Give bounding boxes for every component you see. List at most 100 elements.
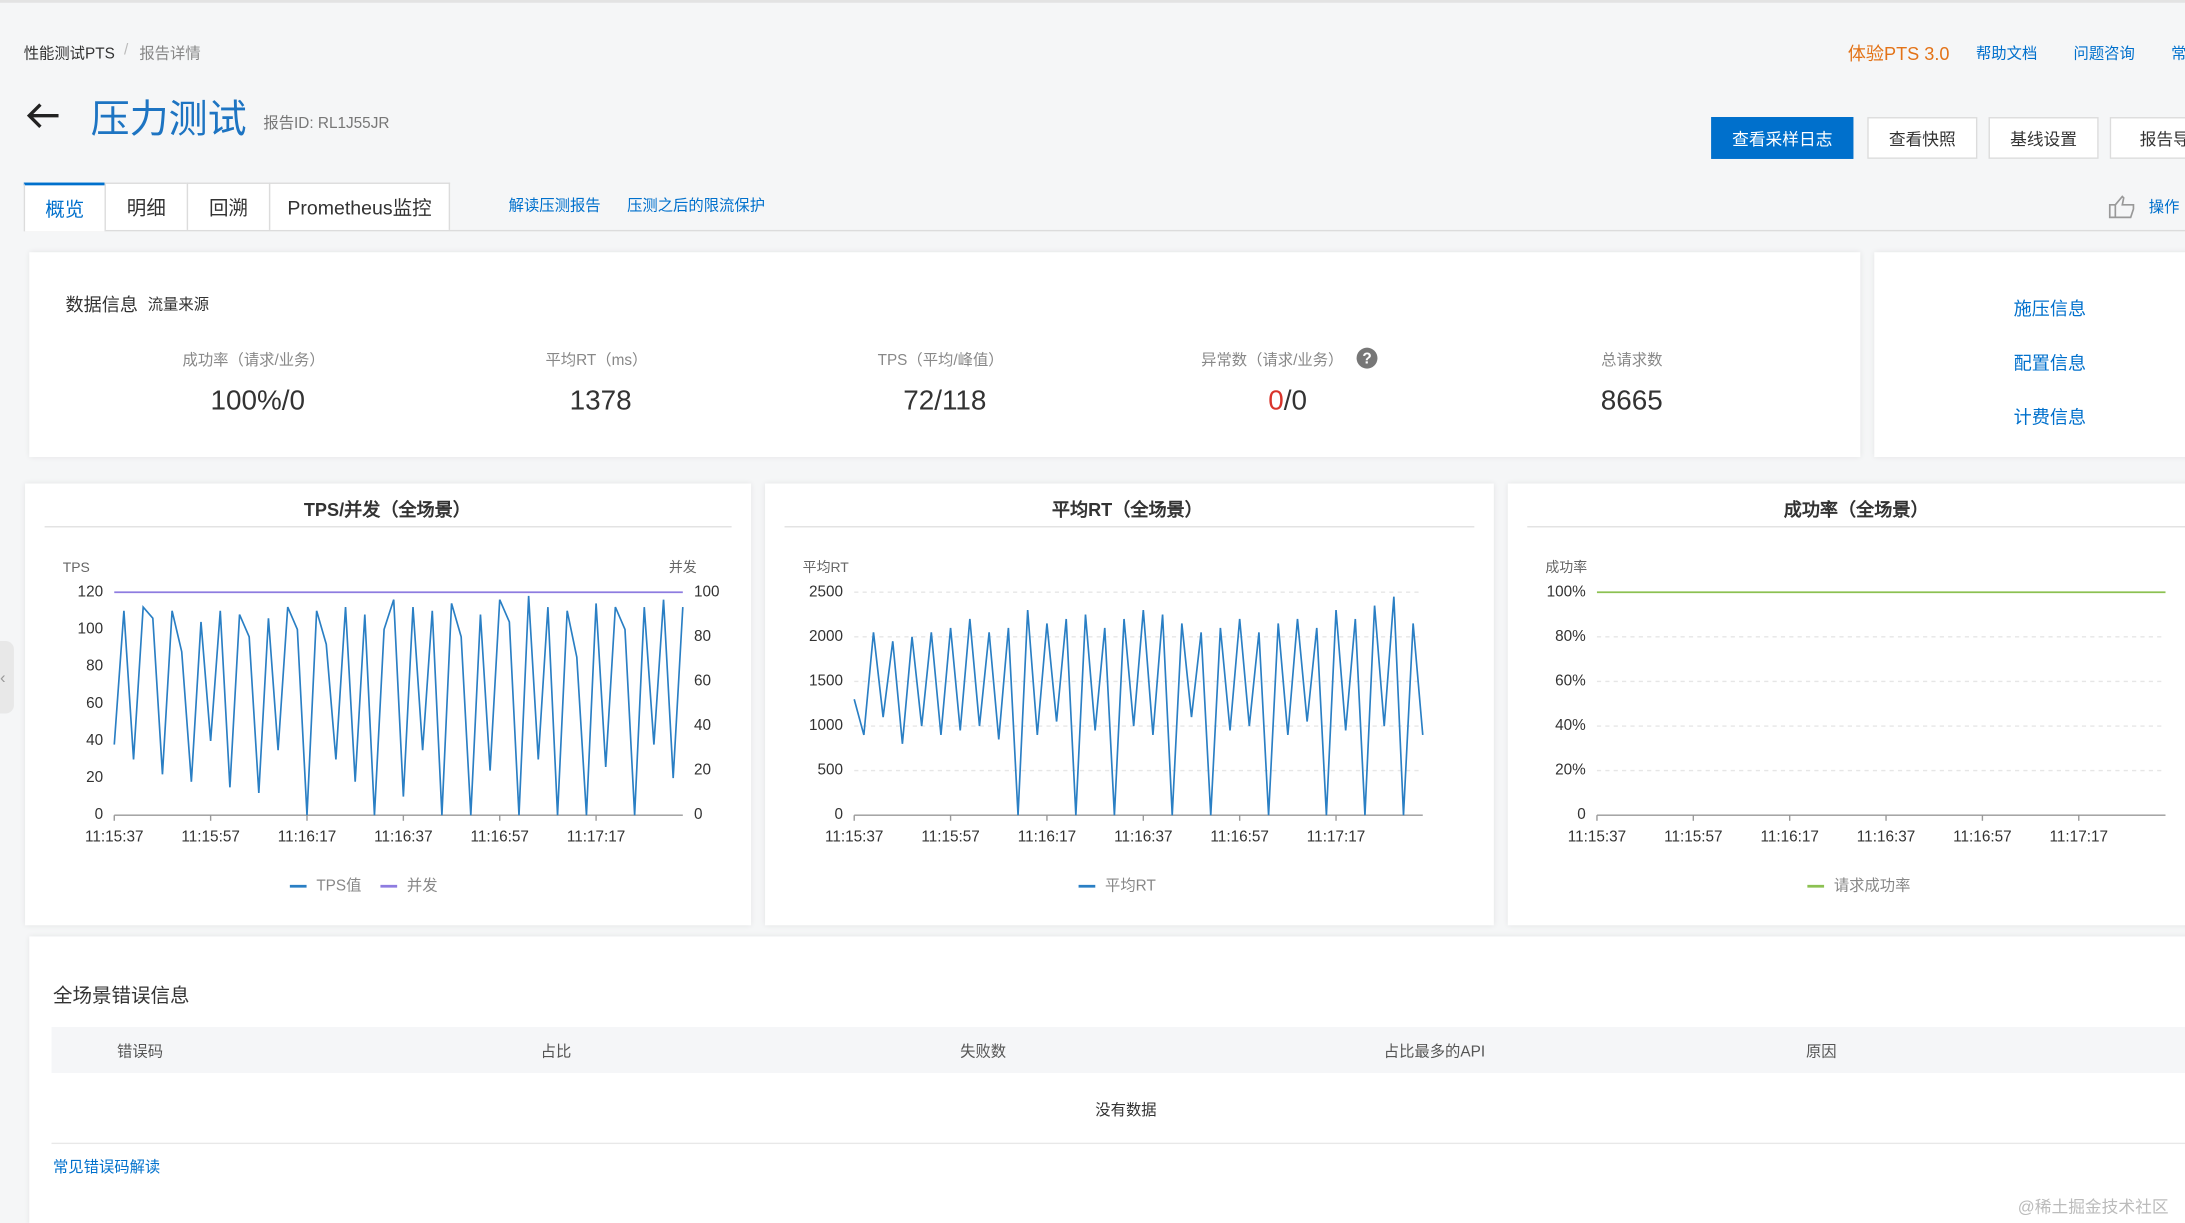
side-toggle[interactable]: ‹ (0, 641, 14, 714)
side-link[interactable]: 配置信息 (2013, 352, 2087, 374)
y-tick-label: 40 (86, 732, 103, 749)
x-tick-label: 11:16:37 (1114, 829, 1172, 846)
chart-card: 平均RT（全场景） 平均RT 0 500 1000 1500 2000 2500 11:15:3… (765, 483, 1494, 926)
chart-title: TPS/并发（全场景） (304, 499, 471, 520)
y2-tick-label: 80 (694, 628, 711, 645)
error-card (29, 936, 2185, 1223)
tab[interactable]: 回溯 (186, 182, 271, 230)
x-tick-label: 11:15:37 (1568, 829, 1626, 846)
legend-label: 并发 (407, 877, 438, 894)
button-primary[interactable]: 查看采样日志 (1711, 117, 1854, 159)
chart-card: 成功率（全场景） 成功率 0 20% 40% 60% 80% 100% 11:15:37 11:1… (1507, 483, 2185, 926)
metric-label: 平均RT（ms） (545, 352, 648, 370)
y2-tick-label: 60 (694, 672, 711, 689)
x-tick-label: 11:15:37 (85, 829, 143, 846)
metric-label: TPS（平均/峰值） (877, 352, 1004, 370)
tab-active[interactable]: 概览 (23, 182, 106, 232)
series-line (113, 595, 684, 816)
top-link[interactable]: 常 (2171, 45, 2185, 63)
chart-title: 平均RT（全场景） (1052, 499, 1203, 520)
y-tick-label: 2000 (809, 628, 843, 645)
y-tick-label: 60% (1555, 672, 1586, 689)
metric-value: 100%/0 (210, 385, 306, 417)
metric-value: 0/0 (1134, 386, 1441, 418)
metric-value: 72/118 (903, 385, 987, 417)
table-divider (51, 1142, 2185, 1145)
button[interactable]: 基线设置 (1988, 117, 2099, 159)
x-tick-label: 11:17:17 (567, 829, 625, 846)
y-tick-label: 1000 (809, 717, 843, 734)
report-id: 报告ID: RL1J55JR (263, 115, 390, 133)
page-title: 压力测试 (90, 97, 247, 141)
y-tick-label: 80% (1555, 628, 1586, 645)
svg-text:?: ? (1362, 351, 1371, 368)
table-header (51, 1027, 2185, 1073)
legend-label: 平均RT (1105, 877, 1156, 894)
y-axis-label: 平均RT (803, 559, 850, 575)
error-doc-link[interactable]: 常见错误码解读 (52, 1159, 161, 1177)
series-line (853, 596, 1424, 816)
x-tick-label: 11:17:17 (2050, 829, 2108, 846)
data-info-source: 流量来源 (147, 296, 210, 314)
legend-label: TPS值 (316, 877, 361, 894)
side-link[interactable]: 计费信息 (2013, 406, 2087, 428)
side-card (1874, 252, 2185, 458)
chart-card: TPS/并发（全场景） TPS 0 20 40 60 80 100 120 并发 0 20 40 60 80… (25, 483, 752, 926)
metric-value: 1378 (569, 385, 632, 417)
help-icon[interactable]: ? (1356, 347, 1378, 369)
data-info-card (29, 252, 1861, 458)
x-tick-label: 11:15:57 (1664, 829, 1722, 846)
tab-link[interactable]: 压测之后的限流保护 (627, 197, 766, 215)
error-count: 0 (1268, 385, 1284, 417)
x-tick-label: 11:16:17 (1760, 829, 1818, 846)
x-tick-label: 11:16:37 (374, 829, 432, 846)
data-info-title: 数据信息 (65, 294, 138, 315)
breadcrumb-current: 报告详情 (139, 45, 201, 63)
x-tick-label: 11:15:57 (921, 829, 979, 846)
button[interactable]: 查看快照 (1867, 117, 1978, 159)
x-tick-label: 11:16:17 (1018, 829, 1076, 846)
tab-baseline (23, 229, 2185, 232)
x-tick-label: 11:17:17 (1307, 829, 1365, 846)
metric-label: 异常数（请求/业务） (1201, 352, 1344, 370)
operation-link[interactable]: 操作 (2148, 199, 2180, 216)
tab-link[interactable]: 解读压测报告 (508, 197, 601, 215)
button[interactable]: 报告导 (2109, 117, 2185, 159)
y-axis-label: TPS (63, 559, 90, 575)
back-arrow[interactable] (25, 100, 61, 131)
tab[interactable]: Prometheus监控 (268, 182, 451, 230)
y-tick-label: 1500 (809, 672, 843, 689)
top-border (0, 0, 2185, 3)
top-link[interactable]: 帮助文档 (1975, 45, 2038, 63)
x-tick-label: 11:15:37 (825, 829, 883, 846)
top-link[interactable]: 问题咨询 (2073, 45, 2135, 63)
y-axis-label: 成功率 (1545, 559, 1587, 575)
y-tick-label: 60 (86, 695, 103, 712)
column-header: 原因 (1805, 1043, 1837, 1061)
y-tick-label: 40% (1555, 717, 1586, 734)
breadcrumb-home[interactable]: 性能测试PTS (23, 45, 115, 63)
metric-label: 总请求数 (1601, 352, 1663, 370)
column-header: 占比最多的API (1383, 1043, 1486, 1061)
column-header: 占比 (540, 1043, 572, 1061)
x-tick-label: 11:16:17 (278, 829, 336, 846)
error-title: 全场景错误信息 (52, 983, 190, 1007)
column-header: 错误码 (117, 1043, 164, 1061)
metric-label: 成功率（请求/业务） (182, 352, 325, 370)
metric-value: 8665 (1600, 385, 1663, 417)
y-tick-label: 20% (1555, 762, 1586, 779)
hand-icon (2108, 195, 2135, 219)
tab[interactable]: 明细 (104, 182, 189, 230)
y-tick-label: 0 (835, 806, 844, 823)
x-tick-label: 11:15:57 (181, 829, 239, 846)
column-header: 失败数 (960, 1043, 1007, 1061)
side-link[interactable]: 施压信息 (2013, 298, 2087, 320)
x-tick-label: 11:16:57 (1210, 829, 1268, 846)
top-link[interactable]: 体验PTS 3.0 (1847, 43, 1950, 65)
y2-tick-label: 40 (694, 717, 711, 734)
chart-title: 成功率（全场景） (1784, 499, 1929, 520)
y-tick-label: 100% (1547, 583, 1587, 600)
x-tick-label: 11:16:57 (470, 829, 528, 846)
